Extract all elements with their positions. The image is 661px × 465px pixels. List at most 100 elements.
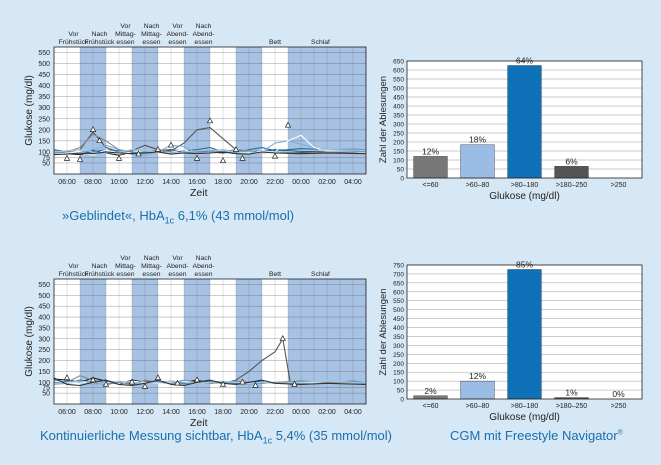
period-label-line: Nach	[196, 23, 212, 30]
y-tick-label: 250	[393, 131, 404, 138]
y-tick-label: 400	[393, 325, 404, 332]
measurement-marker	[206, 117, 214, 124]
y-tick-label: 550	[38, 282, 50, 289]
y-tick-label: 100	[393, 158, 404, 165]
y-tick-label: 150	[393, 370, 404, 377]
y-tick-label: 350	[393, 334, 404, 341]
bar-value-label: 6%	[565, 156, 578, 166]
period-label-line: Vor	[68, 263, 79, 270]
y-tick-label: 300	[393, 343, 404, 350]
period-label-line: essen	[142, 271, 160, 278]
x-tick-label: >180–250	[556, 182, 587, 189]
caption-blinded: »Geblindet«, HbA1c 6,1% (43 mmol/mol)	[62, 208, 294, 226]
period-label-line: essen	[194, 39, 212, 46]
y-tick-label: 450	[38, 304, 50, 311]
bar-value-label: 1%	[565, 388, 578, 398]
glucose-series-line	[53, 377, 367, 387]
period-label: Vor Frühstück	[59, 31, 89, 46]
x-tick-label: <=60	[423, 403, 439, 410]
y-tick-label: 300	[38, 105, 50, 112]
period-label: Schlaf	[311, 39, 330, 46]
bar-value-label: 64%	[516, 56, 533, 66]
measurement-marker	[154, 374, 162, 381]
x-tick-label: >250	[611, 182, 627, 189]
y-axis-title: Zahl der Ablesungen	[378, 288, 389, 375]
bar	[460, 144, 495, 179]
measurement-marker	[96, 137, 103, 144]
x-tick-label: 00:00	[292, 179, 310, 186]
x-tick-label: >80–180	[511, 403, 539, 410]
measurement-marker	[252, 381, 259, 388]
bar	[413, 395, 448, 400]
y-tick-label: 50	[397, 388, 405, 395]
y-tick-label: 300	[38, 336, 50, 343]
x-tick-label: 12:00	[136, 179, 154, 186]
y-tick-label: 150	[38, 138, 50, 145]
y-tick-label: 200	[38, 358, 50, 365]
y-tick-label: 400	[393, 104, 404, 111]
x-axis-title: Zeit	[190, 187, 208, 199]
caption-blinded-suffix: 6,1% (43 mmol/mol)	[174, 208, 295, 223]
plot-frame	[406, 264, 643, 400]
measurement-marker	[141, 382, 149, 389]
y-tick-label: 550	[393, 77, 404, 84]
measurement-marker	[239, 378, 246, 385]
period-label-line: Frühstück	[59, 39, 89, 46]
y-tick-label: 500	[393, 86, 404, 93]
period-label-line: essen	[168, 271, 186, 278]
period-label: Vor Frühstück	[59, 263, 89, 278]
bar-value-label: 12%	[422, 146, 439, 156]
caption-blinded-prefix: »Geblindet«, HbA	[62, 208, 165, 223]
bar	[507, 269, 542, 400]
distribution-chart-1: 0 50 100 150 200 250 300 350 400 450 500 550 600 650 1…	[378, 56, 643, 202]
y-tick-label: 600	[393, 68, 404, 75]
y-tick-label: 50	[397, 167, 405, 174]
y-tick-label: 150	[38, 369, 50, 376]
measurement-marker	[193, 154, 201, 161]
y-tick-label: 350	[393, 113, 404, 120]
measurement-marker	[76, 155, 84, 162]
x-tick-label: >80–180	[511, 182, 539, 189]
bar-value-label: 18%	[469, 135, 486, 145]
y-tick-label: 450	[393, 95, 404, 102]
period-label-line: Abend-	[193, 263, 215, 270]
caption-visible-suffix: 5,4% (35 mmol/mol)	[272, 428, 392, 443]
y-tick-label: 500	[393, 307, 404, 314]
period-label-line: Abend-	[167, 31, 189, 38]
x-tick-label: >180–250	[556, 403, 587, 410]
x-tick-label: 18:00	[214, 179, 232, 186]
caption-visible-sub: 1c	[262, 435, 273, 446]
period-label: Vor Abend-essen	[167, 23, 189, 46]
period-label: Nach Abend-essen	[193, 255, 215, 278]
period-label: Nach Mittag-essen	[141, 23, 162, 46]
y-tick-label: 700	[393, 271, 404, 278]
y-tick-label: 100	[393, 379, 404, 386]
bar-value-label: 85%	[516, 259, 533, 269]
y-tick-label: 300	[393, 122, 404, 129]
period-label-line: Vor	[172, 23, 183, 30]
x-tick-label: >60–80	[466, 403, 490, 410]
measurement-marker	[219, 157, 227, 163]
period-label-line: essen	[194, 271, 212, 278]
measurement-marker	[135, 150, 142, 157]
x-tick-label: 22:00	[266, 179, 284, 186]
period-label-line: Mittag-	[141, 31, 162, 38]
period-label: Nach Frühstück	[85, 263, 115, 278]
measurement-marker	[279, 335, 286, 341]
period-label-line: Vor	[120, 255, 131, 262]
y-tick-label: 250	[38, 347, 50, 354]
y-tick-label: 400	[38, 83, 50, 90]
y-tick-label: 600	[393, 289, 404, 296]
x-tick-label: >60–80	[466, 182, 490, 189]
x-tick-label: 22:00	[266, 409, 284, 416]
caption-visible: Kontinuierliche Messung sichtbar, HbA1c …	[40, 428, 392, 446]
x-tick-label: 10:00	[110, 409, 128, 416]
y-tick-label: 450	[38, 72, 50, 79]
measurement-marker	[167, 141, 175, 148]
measurement-marker	[239, 154, 246, 161]
x-tick-label: 14:00	[162, 409, 180, 416]
period-label: Bett	[269, 271, 281, 278]
period-label-line: Abend-	[167, 263, 189, 270]
